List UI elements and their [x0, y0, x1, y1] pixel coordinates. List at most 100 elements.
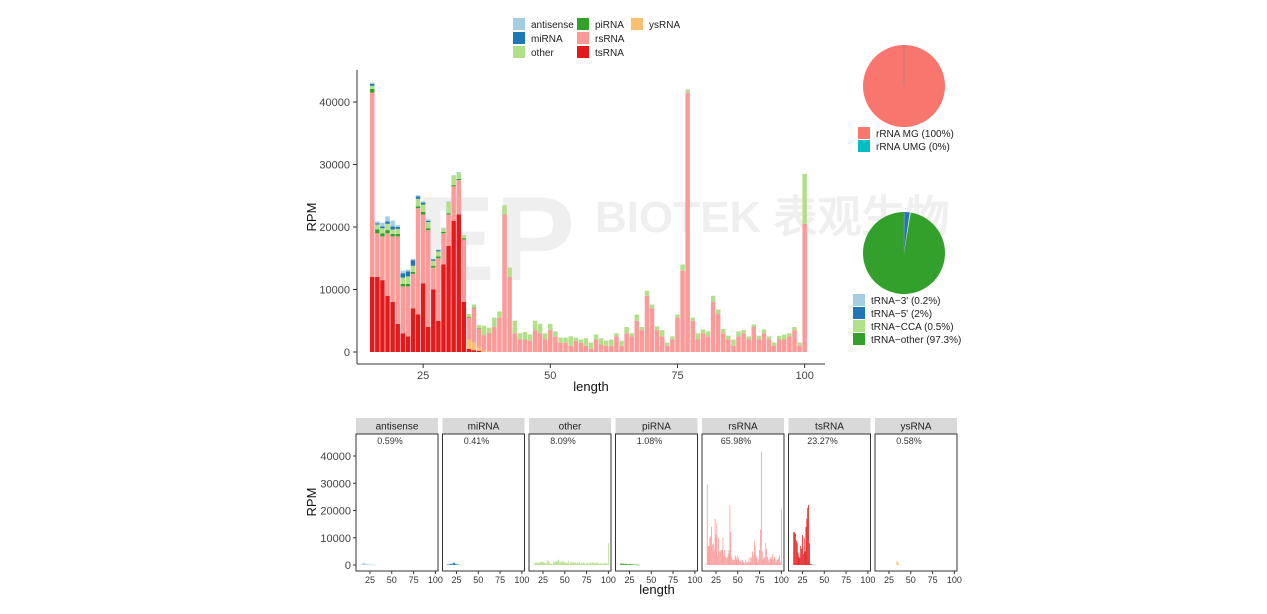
bar-other-81	[705, 331, 711, 337]
bar-other-75	[675, 314, 680, 318]
bar-antisense-32	[456, 172, 461, 173]
bar-rsRNA-57	[583, 345, 589, 352]
bar-rsRNA-89	[746, 339, 751, 352]
facet-bar-other	[574, 562, 576, 565]
bar-other-27	[431, 260, 436, 266]
bar-other-90	[751, 324, 757, 327]
facet-x-tick-label: 75	[668, 575, 678, 585]
bar-miRNA-25	[420, 202, 426, 205]
bar-rsRNA-48	[537, 333, 543, 352]
facet-bar-other	[600, 563, 601, 565]
bar-other-74	[670, 336, 675, 340]
facet-x-tick-label: 100	[514, 575, 529, 585]
bar-other-78	[690, 317, 695, 321]
facet-bar-other	[581, 563, 583, 565]
legend-label-rsRNA: rsRNA	[595, 34, 625, 45]
bar-other-25	[420, 204, 426, 212]
x-tick-label: 25	[417, 370, 429, 382]
facet-percent-piRNA: 1.08%	[637, 436, 663, 446]
bar-other-89	[746, 336, 751, 340]
bar-rsRNA-21	[400, 286, 406, 334]
facet-bar-antisense	[374, 564, 376, 566]
bar-other-49	[542, 333, 548, 340]
bar-other-55	[573, 337, 578, 341]
bar-rsRNA-16	[375, 233, 380, 277]
bar-piRNA-26	[425, 228, 431, 231]
facet-title-antisense: antisense	[376, 422, 419, 433]
facet-x-tick-label: 100	[774, 575, 789, 585]
bar-rsRNA-100	[802, 223, 807, 353]
y-axis-title: RPM	[304, 203, 319, 232]
bar-tsRNA-18	[385, 295, 390, 352]
facet-bar-other	[564, 562, 566, 565]
facet-bar-piRNA	[627, 564, 629, 565]
facet-bar-rsRNA	[719, 551, 720, 566]
bar-rsRNA-23	[410, 273, 416, 309]
facet-bar-other	[559, 562, 560, 565]
bar-tsRNA-22	[405, 336, 411, 353]
bar-tsRNA-26	[425, 327, 431, 352]
facet-bar-rsRNA	[774, 556, 775, 565]
facet-bar-piRNA	[634, 564, 636, 566]
bar-rsRNA-53	[563, 342, 568, 353]
facet-bar-other	[563, 562, 565, 565]
bar-rsRNA-83	[715, 314, 721, 352]
bar-rsRNA-38	[487, 332, 492, 352]
facet-bar-other	[602, 563, 604, 565]
facet-bar-piRNA	[628, 564, 629, 565]
bar-rsRNA-34	[466, 317, 472, 340]
bar-other-52	[558, 337, 563, 343]
facet-bar-miRNA	[455, 563, 456, 565]
facet-bar-other	[590, 563, 592, 565]
facet-bar-rsRNA	[712, 543, 714, 565]
facet-bar-other	[606, 563, 608, 565]
legend-swatch-ysRNA	[631, 18, 643, 30]
facet-bar-other	[596, 562, 598, 565]
facet-bar-rsRNA	[776, 559, 778, 565]
bar-piRNA-24	[415, 206, 421, 209]
facet-bar-rsRNA	[741, 560, 743, 565]
facet-bar-other	[566, 562, 567, 565]
bar-other-51	[553, 331, 558, 337]
bar-rsRNA-20	[395, 236, 400, 324]
bar-rsRNA-88	[741, 333, 746, 352]
legend-label-tsRNA: tsRNA	[595, 48, 624, 59]
bar-other-60	[598, 338, 604, 345]
facet-bar-rsRNA	[717, 555, 719, 565]
facet-bar-other	[594, 563, 596, 565]
facet-bar-tsRNA	[806, 518, 808, 565]
legend-swatch-other	[513, 46, 525, 58]
bar-rsRNA-32	[456, 180, 461, 215]
facet-bar-miRNA	[456, 564, 458, 566]
facet-bar-other	[587, 563, 589, 565]
facet-x-tick-label: 50	[560, 575, 570, 585]
facet-bar-antisense	[361, 564, 363, 565]
bar-rsRNA-35	[471, 308, 477, 343]
bar-other-54	[568, 336, 573, 346]
facet-bar-miRNA	[451, 564, 453, 565]
facet-bar-miRNA	[448, 564, 449, 566]
facet-bar-other	[605, 563, 607, 565]
facet-bar-tsRNA	[805, 526, 807, 565]
bar-other-98	[792, 327, 797, 331]
bar-rsRNA-66	[629, 336, 634, 353]
facet-bar-antisense	[360, 564, 362, 566]
facet-bar-rsRNA	[730, 532, 732, 565]
bar-antisense-18	[385, 216, 390, 222]
bar-tsRNA-23	[410, 308, 416, 352]
facet-x-tick-label: 50	[473, 575, 483, 585]
facet-bar-rsRNA	[748, 558, 750, 565]
facet-bar-other	[577, 562, 579, 565]
trna-pie-chart: tRNA−3' (0.2%) tRNA−5' (2%) tRNA−CCA (0.5%…	[853, 211, 961, 346]
bar-antisense-17	[380, 222, 385, 227]
bar-other-45	[522, 332, 528, 340]
facet-bar-rsRNA	[745, 559, 747, 565]
facet-bar-antisense	[373, 564, 374, 566]
bar-other-83	[715, 309, 721, 315]
facet-bar-rsRNA	[763, 556, 765, 565]
facet-bar-rsRNA	[722, 537, 724, 565]
bar-other-92	[761, 329, 767, 334]
bar-other-33	[461, 235, 467, 239]
facet-bar-rsRNA	[768, 562, 770, 565]
facet-x-tick-label: 25	[451, 575, 461, 585]
